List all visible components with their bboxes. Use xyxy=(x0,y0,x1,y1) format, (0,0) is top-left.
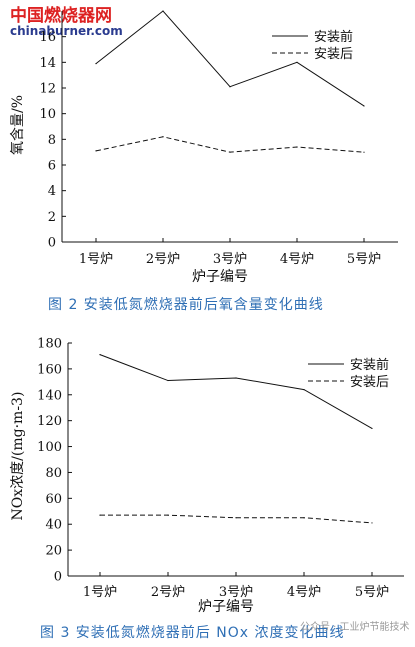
y-tick-label: 20 xyxy=(45,544,62,559)
x-axis-title: 炉子编号 xyxy=(192,269,248,285)
nox-chart: 0 20 40 60 80 100 120 140 160 180 1号炉 2号炉 3号炉 4号炉 5号炉炉… xyxy=(10,337,404,615)
y-tick-label: 16 xyxy=(39,30,56,45)
x-tick-label: 5号炉 xyxy=(347,252,381,267)
watermark-url: chinaburner.com xyxy=(10,24,123,38)
x-tick-label: 3号炉 xyxy=(219,585,253,600)
data-point xyxy=(371,427,373,430)
data-point xyxy=(99,514,101,516)
x-axis-title: 炉子编号 xyxy=(198,599,254,615)
data-point xyxy=(303,389,305,391)
data-point xyxy=(363,105,365,107)
data-point xyxy=(167,514,169,516)
y-tick-label: 4 xyxy=(48,184,56,199)
y-tick-label: 40 xyxy=(45,518,62,533)
y-tick-label: 8 xyxy=(48,133,56,148)
data-point xyxy=(371,522,373,524)
x-tick-label: 4号炉 xyxy=(287,585,321,600)
x-tick-label: 4号炉 xyxy=(280,252,314,267)
data-point xyxy=(95,63,97,65)
y-tick-label: 10 xyxy=(39,107,56,122)
y-tick-label: 60 xyxy=(45,492,62,507)
y-tick-label: 120 xyxy=(37,414,62,429)
y-tick-label: 160 xyxy=(37,362,62,377)
series-line-after xyxy=(95,136,365,153)
watermark-logo: 中国燃烧器网 xyxy=(10,5,112,26)
series-line-before xyxy=(99,354,373,429)
y-tick-label: 2 xyxy=(48,210,56,225)
y-tick-label: 140 xyxy=(37,388,62,403)
y-tick-label: 12 xyxy=(39,82,56,97)
y-tick-label: 180 xyxy=(37,337,62,352)
figure-3-caption: 图 3 安装低氮燃烧器前后 NOx 浓度变化曲线 xyxy=(40,624,344,641)
y-tick-label: 100 xyxy=(37,440,62,455)
y-tick-label: 14 xyxy=(39,56,56,71)
y-tick-label: 6 xyxy=(48,159,56,174)
data-point xyxy=(296,61,298,63)
y-axis-title: NOx浓度/(mg·m-3) xyxy=(10,392,26,521)
y-tick-label: 0 xyxy=(54,570,62,585)
data-point xyxy=(235,517,237,519)
y-tick-label: 0 xyxy=(48,236,56,251)
data-point xyxy=(162,10,164,12)
x-tick-label: 5号炉 xyxy=(355,585,389,600)
series-line-after xyxy=(100,514,373,524)
wechat-watermark: 公众号 · 工业炉节能技术 xyxy=(300,620,410,633)
data-point xyxy=(95,150,97,152)
data-point xyxy=(363,151,365,153)
legend-label: 安装前 xyxy=(350,357,389,373)
data-point xyxy=(296,146,298,148)
data-point xyxy=(303,517,305,519)
y-tick-label: 80 xyxy=(45,466,62,481)
x-tick-label: 2号炉 xyxy=(151,585,185,600)
data-point xyxy=(162,136,164,138)
legend-label: 安装前 xyxy=(314,29,353,45)
figure-2-caption: 图 2 安装低氮燃烧器前后氧含量变化曲线 xyxy=(48,296,324,313)
data-point xyxy=(167,379,169,382)
legend-label: 安装后 xyxy=(350,375,389,390)
x-tick-label: 1号炉 xyxy=(83,585,117,600)
data-point xyxy=(99,354,101,356)
data-point xyxy=(229,86,231,88)
x-tick-label: 1号炉 xyxy=(79,252,113,267)
legend-label: 安装后 xyxy=(314,47,353,62)
y-axis-title: 氧含量/% xyxy=(10,95,26,155)
x-tick-label: 3号炉 xyxy=(213,252,247,267)
data-point xyxy=(235,377,237,379)
x-tick-label: 2号炉 xyxy=(146,252,180,267)
data-point xyxy=(229,151,231,153)
